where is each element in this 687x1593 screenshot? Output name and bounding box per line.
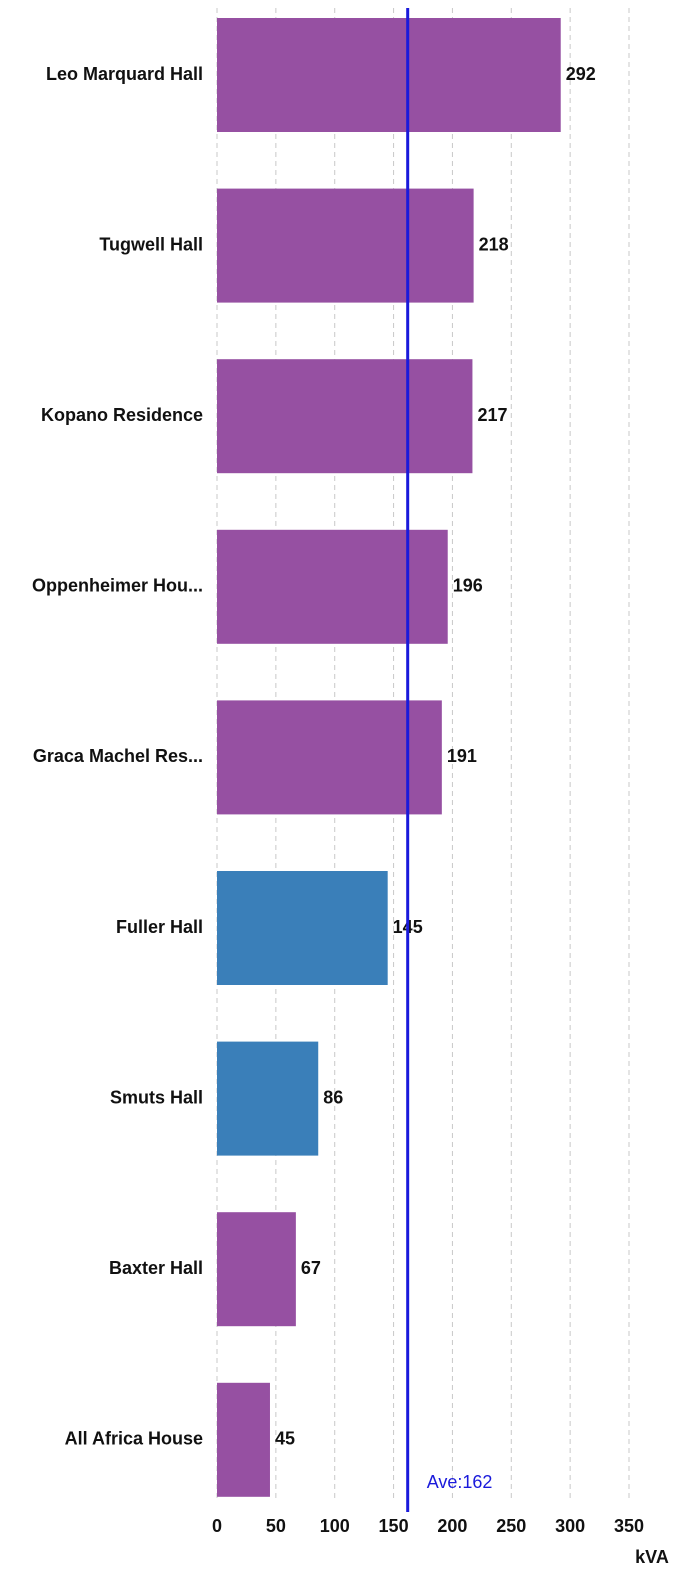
y-tick-label: Fuller Hall [116,917,203,937]
x-tick-label: 350 [614,1516,644,1536]
data-label: 292 [566,64,596,84]
y-tick-label: Smuts Hall [110,1087,203,1107]
x-tick-label: 250 [496,1516,526,1536]
x-tick-label: 200 [437,1516,467,1536]
data-label: 45 [275,1429,295,1449]
bar [217,359,473,474]
x-axis-label: kVA [635,1547,669,1567]
bar [217,700,442,815]
data-label: 67 [301,1258,321,1278]
y-tick-label: All Africa House [65,1429,203,1449]
average-label: Ave:162 [427,1472,493,1492]
bar [217,18,561,132]
y-tick-label: Baxter Hall [109,1258,203,1278]
x-tick-label: 150 [379,1516,409,1536]
data-label: 196 [453,576,483,596]
y-tick-label: Tugwell Hall [99,234,203,254]
data-label: 86 [323,1087,343,1107]
bar [217,529,448,644]
x-tick-label: 0 [212,1516,222,1536]
y-tick-label: Kopano Residence [41,405,203,425]
y-tick-label: Graca Machel Res... [33,746,203,766]
bar [217,1041,319,1156]
bar [217,871,388,985]
bar [217,1382,270,1497]
x-tick-label: 100 [320,1516,350,1536]
data-label: 217 [477,405,507,425]
data-label: 218 [479,234,509,254]
y-tick-label: Leo Marquard Hall [46,64,203,84]
x-tick-label: 50 [266,1516,286,1536]
bar [217,1212,296,1327]
bar [217,188,474,303]
y-tick-label: Oppenheimer Hou... [32,576,203,596]
x-tick-label: 300 [555,1516,585,1536]
data-label: 191 [447,746,477,766]
